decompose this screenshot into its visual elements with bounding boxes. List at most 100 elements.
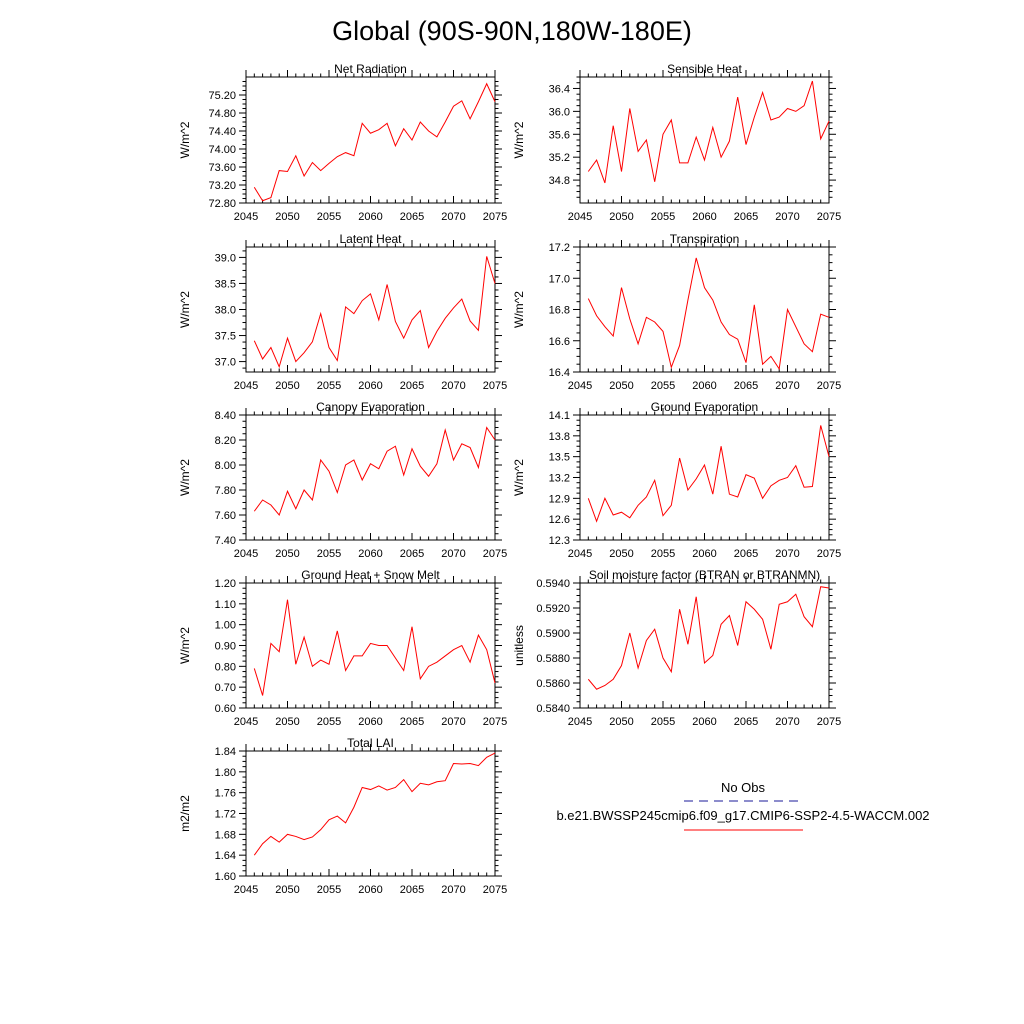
series-line-ground-heat-snow-melt: [253, 599, 496, 696]
y-tick-label: 0.5840: [536, 703, 570, 715]
x-tick-label: 2070: [775, 716, 799, 728]
x-tick-label: 2050: [275, 884, 299, 896]
y-tick-label: 0.5860: [536, 678, 570, 690]
panel-title: Total LAI: [347, 736, 394, 750]
y-tick-label: 73.60: [208, 162, 236, 174]
x-tick-label: 2055: [651, 211, 675, 223]
x-tick-label: 2065: [400, 884, 424, 896]
y-tick-label: 7.80: [215, 485, 236, 497]
y-tick-label: 16.8: [549, 305, 570, 317]
x-tick-label: 2070: [775, 548, 799, 560]
panel-latent-heat: Latent Heat W/m^2 2045 2050 2055 2060 2065 2070…: [178, 232, 507, 392]
panel-ground-evaporation: Ground Evaporation W/m^2 2045 2050 2055 2060 2…: [512, 400, 841, 560]
panel-title: Transpiration: [670, 232, 740, 246]
y-tick-label: 0.90: [215, 641, 236, 653]
y-tick-label: 36.0: [549, 106, 570, 118]
x-tick-label: 2065: [400, 380, 424, 392]
x-tick-label: 2050: [275, 716, 299, 728]
y-tick-label: 0.80: [215, 661, 236, 673]
plot-frame: [579, 76, 830, 204]
x-tick-label: 2060: [692, 548, 716, 560]
panel-canopy-evaporation: Canopy Evaporation W/m^2 2045 2050 2055 2060 2…: [178, 400, 507, 560]
plot-frame: [579, 582, 830, 709]
x-tick-label: 2055: [317, 716, 341, 728]
x-tick-label: 2065: [734, 716, 758, 728]
x-tick-label: 2070: [441, 884, 465, 896]
y-tick-label: 13.5: [549, 452, 570, 464]
x-tick-label: 2055: [317, 211, 341, 223]
x-tick-label: 2050: [609, 716, 633, 728]
x-tick-label: 2075: [483, 380, 507, 392]
y-tick-label: 1.84: [215, 746, 236, 758]
series-line-soil-moisture-factor-btran-or-btranmn: [587, 586, 830, 690]
x-tick-label: 2070: [441, 211, 465, 223]
panel-ground-heat-snow-melt: Ground Heat + Snow Melt W/m^2 2045 2050 2055…: [178, 568, 507, 728]
y-axis-label: W/m^2: [178, 291, 192, 328]
x-tick-label: 2055: [651, 380, 675, 392]
panel-title: Net Radiation: [334, 62, 407, 76]
y-tick-label: 16.4: [549, 367, 570, 379]
y-tick-label: 0.5920: [536, 603, 570, 615]
x-tick-label: 2075: [817, 548, 841, 560]
x-tick-label: 2070: [775, 211, 799, 223]
y-tick-label: 37.5: [215, 331, 236, 343]
x-tick-label: 2055: [317, 548, 341, 560]
y-tick-label: 7.60: [215, 510, 236, 522]
series-line-ground-evaporation: [587, 425, 830, 523]
x-tick-label: 2065: [400, 548, 424, 560]
x-tick-label: 2060: [358, 380, 382, 392]
y-tick-label: 0.70: [215, 682, 236, 694]
y-axis-label: unitless: [512, 625, 526, 666]
y-tick-label: 35.6: [549, 129, 570, 141]
x-tick-label: 2045: [234, 716, 258, 728]
x-tick-label: 2045: [568, 716, 592, 728]
y-tick-label: 39.0: [215, 252, 236, 264]
x-tick-label: 2050: [609, 211, 633, 223]
y-axis-label: m2/m2: [178, 795, 192, 832]
y-axis-label: W/m^2: [178, 459, 192, 496]
panel-title: Latent Heat: [339, 232, 402, 246]
y-tick-label: 74.40: [208, 126, 236, 138]
y-tick-label: 37.0: [215, 357, 236, 369]
y-tick-label: 16.6: [549, 336, 570, 348]
panel-soil-moisture-factor-btran-or-btranmn: Soil moisture factor (BTRAN or BTRANMN) u…: [512, 568, 841, 728]
x-tick-label: 2070: [441, 716, 465, 728]
y-tick-label: 1.60: [215, 871, 236, 883]
plot-frame: [245, 582, 496, 709]
panel-transpiration: Transpiration W/m^2 2045 2050 2055 2060 2065 20…: [512, 232, 841, 392]
y-axis-label: W/m^2: [512, 121, 526, 158]
x-tick-label: 2075: [483, 716, 507, 728]
plot-frame: [245, 76, 496, 204]
y-tick-label: 8.20: [215, 435, 236, 447]
x-tick-label: 2045: [234, 884, 258, 896]
y-tick-label: 1.68: [215, 829, 236, 841]
series-line-transpiration: [587, 257, 830, 371]
y-tick-label: 38.0: [215, 305, 236, 317]
x-tick-label: 2065: [734, 380, 758, 392]
y-tick-label: 0.60: [215, 703, 236, 715]
x-tick-label: 2075: [817, 716, 841, 728]
x-tick-label: 2065: [734, 548, 758, 560]
panel-total-lai: Total LAI m2/m2 2045 2050 2055 2060 2065 2070 20…: [178, 736, 507, 896]
x-tick-label: 2055: [651, 716, 675, 728]
x-tick-label: 2055: [651, 548, 675, 560]
series-line-total-lai: [253, 752, 496, 856]
series-line-latent-heat: [253, 256, 496, 369]
x-tick-label: 2060: [692, 716, 716, 728]
x-tick-label: 2050: [275, 380, 299, 392]
y-tick-label: 13.2: [549, 473, 570, 485]
legend: No Obs b.e21.BWSSP245cmip6.f09_g17.CMIP6-…: [556, 780, 930, 831]
y-axis-label: W/m^2: [512, 291, 526, 328]
x-tick-label: 2060: [358, 548, 382, 560]
x-tick-label: 2045: [234, 380, 258, 392]
x-tick-label: 2065: [734, 211, 758, 223]
x-tick-label: 2045: [568, 380, 592, 392]
x-tick-label: 2055: [317, 884, 341, 896]
plot-frame: [245, 750, 496, 877]
x-tick-label: 2050: [609, 548, 633, 560]
y-axis-label: W/m^2: [512, 459, 526, 496]
y-tick-label: 7.40: [215, 535, 236, 547]
y-tick-label: 12.9: [549, 493, 570, 505]
series-line-net-radiation: [253, 82, 496, 202]
y-tick-label: 12.6: [549, 514, 570, 526]
